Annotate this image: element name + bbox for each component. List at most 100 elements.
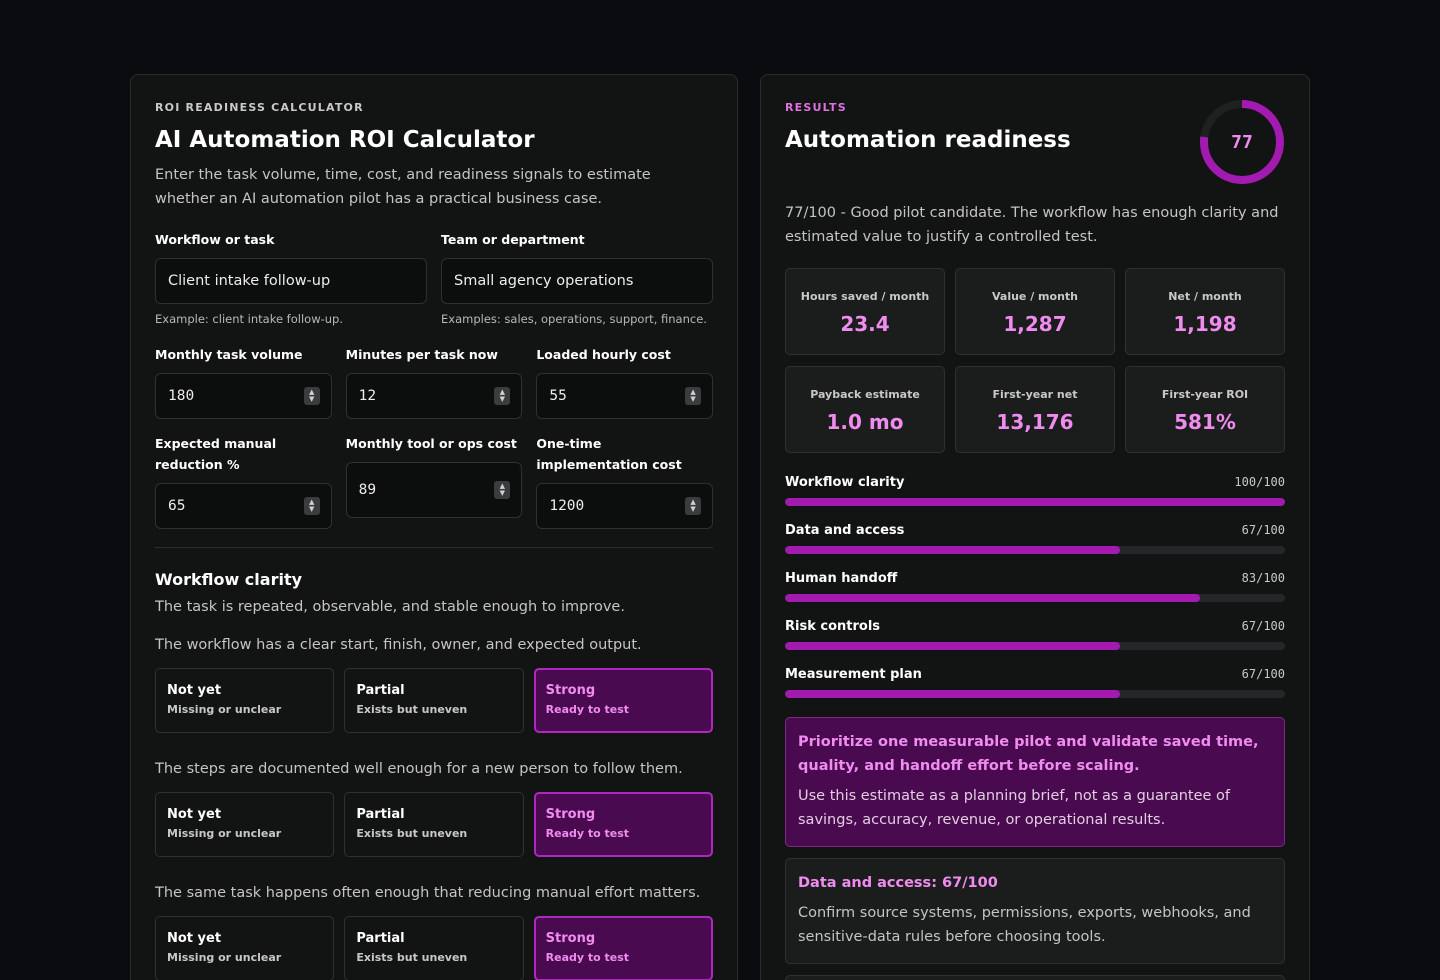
metric-card: Value / month 1,287 xyxy=(955,268,1115,355)
score-bar-label: Human handoff xyxy=(785,570,898,586)
choice-subtitle: Exists but uneven xyxy=(356,703,468,716)
metric-value: 581% xyxy=(1174,410,1236,434)
chevron-up-icon: ▲ xyxy=(499,388,506,396)
workflow-input[interactable] xyxy=(155,258,427,304)
score-bar-item: Human handoff 83/100 xyxy=(785,568,1285,602)
score-bar-header: Workflow clarity 100/100 xyxy=(785,472,1285,492)
tool-cost-input[interactable]: 89 xyxy=(345,462,523,518)
score-bar-item: Risk controls 67/100 xyxy=(785,616,1285,650)
question-text: The steps are documented well enough for… xyxy=(155,761,683,777)
chevron-up-icon: ▲ xyxy=(690,388,696,396)
impl-cost-field-group: One-time implementation cost 1200 ▲ ▼ xyxy=(536,433,714,529)
choice-subtitle: Ready to test xyxy=(545,703,630,716)
choice-title: Partial xyxy=(356,683,405,698)
minutes-input[interactable]: 12 xyxy=(345,373,523,419)
team-help: Examples: sales, operations, support, fi… xyxy=(441,312,707,326)
choice-title: Strong xyxy=(545,807,596,822)
hourly-input[interactable]: 55 xyxy=(536,373,714,419)
score-bar-track xyxy=(785,498,1285,506)
score-ring: 77 xyxy=(1199,99,1285,185)
chevron-down-icon: ▼ xyxy=(690,505,696,513)
score-ring-graphic xyxy=(1200,100,1284,184)
impl-cost-input[interactable]: 1200 xyxy=(536,483,714,529)
metric-card: Net / month 1,198 xyxy=(1125,268,1285,355)
minutes-field-group: Minutes per task now 12 ▲ ▼ xyxy=(345,344,523,419)
workflow-label: Workflow or task xyxy=(155,232,275,247)
score-bar-track xyxy=(785,642,1285,650)
choice-title: Not yet xyxy=(167,807,222,822)
score-bar-fill xyxy=(785,642,1120,650)
metric-label: Value / month xyxy=(991,290,1078,303)
chevron-down-icon: ▼ xyxy=(308,395,315,403)
section-divider xyxy=(155,547,713,548)
choice-option-strong[interactable]: Strong Ready to test xyxy=(533,916,713,980)
choice-option-strong[interactable]: Strong Ready to test xyxy=(533,792,713,857)
workflow-help: Example: client intake follow-up. xyxy=(155,312,343,326)
tool-cost-field-group: Monthly tool or ops cost 89 ▲ ▼ xyxy=(345,433,523,518)
score-bar-fill xyxy=(785,498,1285,506)
choice-option-not-yet[interactable]: Not yet Missing or unclear xyxy=(155,668,335,733)
minutes-label: Minutes per task now xyxy=(345,347,498,362)
chevron-down-icon: ▼ xyxy=(308,505,315,513)
choice-group: Not yet Missing or unclear Partial Exists b… xyxy=(155,668,713,733)
reduction-stepper[interactable]: ▲ ▼ xyxy=(303,497,320,515)
note-card: Data and access: 67/100 Confirm source s… xyxy=(785,858,1285,964)
choice-title: Strong xyxy=(545,683,596,698)
choice-option-strong[interactable]: Strong Ready to test xyxy=(533,668,713,733)
metric-label: Net / month xyxy=(1168,290,1242,303)
volume-label: Monthly task volume xyxy=(155,347,303,362)
score-bar-value: 67/100 xyxy=(1241,619,1285,633)
hourly-stepper[interactable]: ▲ ▼ xyxy=(685,387,702,405)
calculator-title: AI Automation ROI Calculator xyxy=(155,127,535,153)
choice-option-partial[interactable]: Partial Exists but uneven xyxy=(344,916,524,980)
volume-stepper[interactable]: ▲ ▼ xyxy=(303,387,320,405)
advice-text: Use this estimate as a planning brief, n… xyxy=(798,788,1231,828)
calculator-panel: ROI READINESS CALCULATOR AI Automation R… xyxy=(130,74,738,980)
workflow-field-group: Workflow or task Example: client intake … xyxy=(155,229,427,326)
advice-card: Prioritize one measurable pilot and vali… xyxy=(785,717,1285,847)
metrics-grid: Hours saved / month 23.4 Value / month 1,28… xyxy=(785,268,1285,453)
choice-subtitle: Exists but uneven xyxy=(356,951,468,964)
chevron-up-icon: ▲ xyxy=(308,388,315,396)
chevron-down-icon: ▼ xyxy=(499,395,506,403)
team-input[interactable] xyxy=(441,258,713,304)
reduction-label: Expected manual reduction % xyxy=(155,436,277,472)
next-note-card xyxy=(785,975,1285,980)
volume-input[interactable]: 180 xyxy=(155,373,332,419)
note-text: Confirm source systems, permissions, exp… xyxy=(798,905,1251,945)
score-bar-track xyxy=(785,690,1285,698)
advice-title: Prioritize one measurable pilot and vali… xyxy=(798,734,1259,774)
choice-option-partial[interactable]: Partial Exists but uneven xyxy=(344,668,524,733)
choice-option-not-yet[interactable]: Not yet Missing or unclear xyxy=(155,792,335,857)
score-bar-header: Human handoff 83/100 xyxy=(785,568,1285,588)
score-bar-header: Data and access 67/100 xyxy=(785,520,1285,540)
hourly-field-group: Loaded hourly cost 55 ▲ ▼ xyxy=(536,344,714,419)
choice-option-not-yet[interactable]: Not yet Missing or unclear xyxy=(155,916,335,980)
metric-card: Payback estimate 1.0 mo xyxy=(785,366,945,453)
metric-card: Hours saved / month 23.4 xyxy=(785,268,945,355)
score-ring-arc xyxy=(1200,100,1284,184)
score-bar-value: 83/100 xyxy=(1241,571,1285,585)
score-bar-value: 100/100 xyxy=(1234,475,1285,489)
score-bar-item: Data and access 67/100 xyxy=(785,520,1285,554)
tool-cost-stepper[interactable]: ▲ ▼ xyxy=(494,481,511,499)
impl-cost-stepper[interactable]: ▲ ▼ xyxy=(685,497,702,515)
section-title: Workflow clarity xyxy=(155,570,303,589)
score-bar-label: Data and access xyxy=(785,522,905,538)
metric-card: First-year net 13,176 xyxy=(955,366,1115,453)
choice-option-partial[interactable]: Partial Exists but uneven xyxy=(344,792,524,857)
choice-title: Strong xyxy=(545,931,596,946)
metric-label: First-year ROI xyxy=(1161,388,1249,401)
choice-title: Partial xyxy=(356,807,405,822)
chevron-up-icon: ▲ xyxy=(690,498,696,506)
choice-subtitle: Ready to test xyxy=(545,951,630,964)
question-text: The workflow has a clear start, finish, … xyxy=(155,637,642,653)
question-list: The workflow has a clear start, finish, … xyxy=(155,635,713,980)
reduction-input[interactable]: 65 xyxy=(155,483,332,529)
score-bar-label: Measurement plan xyxy=(785,666,922,682)
chevron-up-icon: ▲ xyxy=(308,498,315,506)
reduction-field-group: Expected manual reduction % 65 ▲ ▼ xyxy=(155,433,332,529)
minutes-stepper[interactable]: ▲ ▼ xyxy=(494,387,511,405)
chevron-up-icon: ▲ xyxy=(499,482,506,490)
metric-label: Hours saved / month xyxy=(800,290,930,303)
